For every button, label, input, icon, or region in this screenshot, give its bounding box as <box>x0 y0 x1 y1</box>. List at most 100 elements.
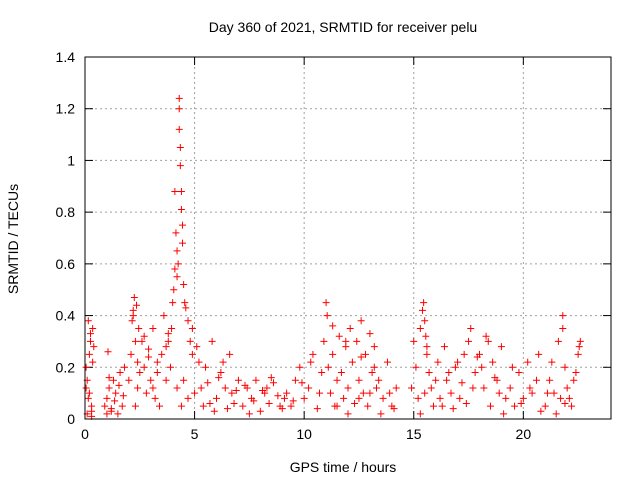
data-point <box>548 358 556 366</box>
y-tick-label: 0.2 <box>56 359 76 375</box>
data-point <box>392 384 400 392</box>
data-point <box>142 389 150 397</box>
data-point <box>377 410 385 418</box>
data-point <box>149 325 157 332</box>
data-point <box>337 368 345 376</box>
data-point <box>82 384 90 392</box>
data-point <box>131 402 139 410</box>
data-point <box>351 399 359 407</box>
data-point <box>180 281 188 289</box>
data-point <box>362 350 370 358</box>
data-point <box>563 384 571 392</box>
data-point <box>323 312 331 320</box>
data-point <box>340 394 348 402</box>
data-point <box>180 376 188 384</box>
data-point <box>90 343 98 351</box>
data-point <box>173 273 181 281</box>
data-point <box>410 337 418 345</box>
data-point <box>129 312 137 320</box>
data-point <box>329 350 337 358</box>
data-point <box>359 389 367 397</box>
data-point <box>109 376 117 384</box>
grid-lines <box>85 57 611 419</box>
data-point <box>84 394 92 402</box>
data-point <box>511 402 519 410</box>
data-point <box>116 368 124 376</box>
data-point <box>111 397 119 405</box>
data-point <box>134 384 142 392</box>
data-point <box>489 358 497 366</box>
data-point <box>298 379 306 387</box>
data-point <box>208 337 216 345</box>
data-point <box>451 363 459 371</box>
data-point <box>164 330 172 338</box>
data-point <box>473 353 481 361</box>
data-point <box>445 368 453 376</box>
data-point <box>478 363 486 371</box>
data-point <box>300 394 308 402</box>
data-point <box>320 337 328 345</box>
data-point <box>125 376 133 384</box>
plot-frame <box>84 56 612 420</box>
data-point <box>153 368 161 376</box>
data-point <box>226 350 234 358</box>
data-point <box>265 399 273 407</box>
data-point <box>256 407 264 415</box>
data-point <box>145 345 153 353</box>
data-point <box>500 410 508 418</box>
data-point <box>541 402 549 410</box>
data-point <box>456 394 464 402</box>
data-point <box>517 399 525 407</box>
data-point <box>184 317 192 325</box>
data-point <box>158 350 166 358</box>
data-point <box>495 389 503 397</box>
data-point <box>348 358 356 366</box>
data-point <box>151 394 159 402</box>
data-point <box>305 384 313 392</box>
data-point <box>576 337 584 345</box>
data-point <box>274 392 282 400</box>
data-point <box>164 337 172 345</box>
data-point <box>250 397 258 405</box>
data-point <box>432 376 440 384</box>
data-point <box>169 299 177 307</box>
data-point <box>425 368 433 376</box>
data-point <box>379 394 387 402</box>
data-point <box>370 363 378 371</box>
x-tick-label: 20 <box>516 426 532 442</box>
data-point <box>204 379 212 387</box>
data-point <box>342 337 350 345</box>
data-point <box>145 353 153 361</box>
data-point <box>568 402 576 410</box>
y-tick-label: 0 <box>67 411 75 427</box>
data-point <box>469 384 477 392</box>
data-point <box>561 399 569 407</box>
data-point <box>375 376 383 384</box>
data-point <box>217 368 225 376</box>
data-point <box>552 410 560 418</box>
data-point <box>335 332 343 340</box>
data-point <box>329 322 337 330</box>
x-tick-label: 5 <box>191 426 199 442</box>
data-point <box>85 389 93 397</box>
data-point <box>82 363 90 371</box>
data-point <box>427 384 435 392</box>
data-point <box>85 350 93 358</box>
data-point <box>103 394 111 402</box>
data-point <box>535 350 543 358</box>
data-point <box>232 387 240 395</box>
data-point <box>230 399 238 407</box>
data-point <box>364 402 372 410</box>
chart-title: Day 360 of 2021, SRMTID for receiver pel… <box>209 19 477 35</box>
data-point <box>368 368 376 376</box>
data-point <box>543 389 551 397</box>
data-point <box>105 384 113 392</box>
data-point <box>128 317 136 325</box>
data-point <box>572 368 580 376</box>
data-point <box>175 125 183 133</box>
data-point <box>162 343 170 351</box>
data-point <box>291 376 299 384</box>
data-point <box>173 247 181 255</box>
data-point <box>355 394 363 402</box>
